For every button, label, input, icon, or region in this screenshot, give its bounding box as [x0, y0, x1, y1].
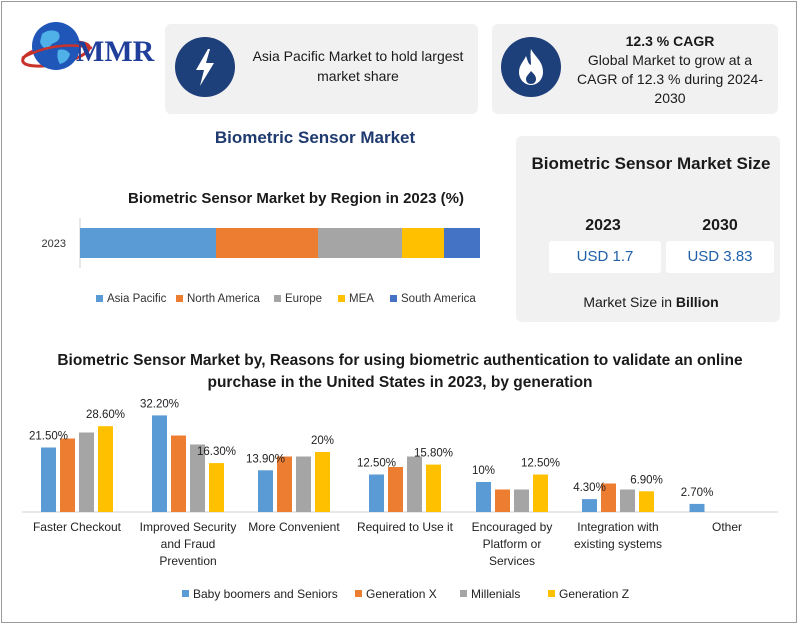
generation-data-label: 10%	[472, 465, 495, 477]
generation-data-label: 28.60%	[86, 409, 125, 421]
generation-data-label: 12.50%	[357, 458, 396, 470]
generation-bar	[689, 503, 705, 512]
generation-category-label: and Fraud	[161, 537, 216, 551]
generation-legend-swatch	[355, 590, 362, 597]
generation-bar	[190, 444, 205, 512]
region-legend-swatch	[176, 295, 183, 302]
market-size-card	[516, 136, 780, 322]
generation-category-label: Improved Security	[140, 520, 237, 534]
generation-chart-title: Biometric Sensor Market by, Reasons for …	[57, 352, 743, 391]
region-segment	[402, 228, 444, 258]
generation-bar	[426, 464, 441, 512]
generation-category-label: Other	[712, 520, 742, 534]
generation-data-label: 20%	[311, 435, 334, 447]
logo-text: MMR	[76, 35, 155, 68]
generation-bar	[60, 438, 75, 512]
flame-icon	[501, 37, 561, 97]
year-2023-label: 2023	[585, 217, 621, 234]
generation-category-label: existing systems	[574, 537, 662, 551]
generation-data-label: 16.30%	[197, 446, 236, 458]
generation-bar	[209, 463, 224, 512]
generation-bar	[495, 489, 510, 512]
region-segment	[444, 228, 480, 258]
generation-bar	[388, 467, 403, 512]
generation-category-label: Services	[489, 554, 535, 568]
generation-data-label: 2.70%	[681, 487, 714, 499]
generation-bar	[407, 456, 422, 512]
generation-data-label: 15.80%	[414, 448, 453, 460]
generation-bar	[582, 499, 597, 512]
generation-data-label: 6.90%	[630, 474, 663, 486]
region-legend-swatch	[390, 295, 397, 302]
generation-legend-label: Baby boomers and Seniors	[193, 587, 338, 601]
generation-legend-swatch	[548, 590, 555, 597]
region-legend-swatch	[96, 295, 103, 302]
generation-bar	[296, 456, 311, 512]
region-segment	[216, 228, 318, 258]
region-category-label: 2023	[42, 238, 66, 250]
value-2030: USD 3.83	[666, 241, 774, 273]
year-2030-label: 2030	[702, 217, 738, 234]
generation-bar	[639, 491, 654, 512]
globe-icon	[21, 22, 93, 70]
generation-legend-label: Generation X	[366, 587, 437, 601]
region-legend-swatch	[338, 295, 345, 302]
generation-bar	[41, 447, 56, 512]
generation-bar	[258, 470, 273, 512]
market-size-title: Biometric Sensor Market Size	[531, 154, 771, 173]
region-legend-swatch	[274, 295, 281, 302]
region-segment	[80, 228, 216, 258]
generation-bar	[601, 483, 616, 512]
generation-category-label: Faster Checkout	[33, 520, 122, 534]
generation-category-label: Encouraged by	[472, 520, 553, 534]
region-segment	[318, 228, 402, 258]
region-legend-label: Asia Pacific	[107, 293, 167, 305]
generation-bar	[277, 456, 292, 512]
generation-data-label: 4.30%	[573, 482, 606, 494]
generation-category-label: Integration with	[577, 520, 658, 534]
generation-bar	[79, 432, 94, 512]
generation-data-label: 21.50%	[29, 431, 68, 443]
region-legend-label: North America	[187, 293, 260, 305]
market-size-note-unit: Billion	[675, 294, 719, 310]
generation-bar	[315, 452, 330, 512]
generation-legend-label: Generation Z	[559, 587, 629, 601]
cagr-title: 12.3 % CAGR	[625, 33, 715, 49]
generation-data-label: 12.50%	[521, 458, 560, 470]
region-legend-label: MEA	[349, 293, 374, 305]
main-title: Biometric Sensor Market	[214, 128, 416, 147]
generation-bar	[514, 489, 529, 512]
lightning-icon	[175, 37, 235, 97]
market-size-note: Market Size in Billion	[520, 294, 782, 310]
generation-bar	[171, 435, 186, 512]
region-legend-label: Europe	[285, 293, 322, 305]
region-chart-title: Biometric Sensor Market by Region in 202…	[128, 190, 464, 207]
generation-bar	[369, 474, 384, 512]
region-legend-label: South America	[401, 293, 476, 305]
generation-bar	[152, 415, 167, 512]
generation-category-label: Prevention	[159, 554, 216, 568]
generation-bar	[476, 482, 491, 512]
generation-legend-swatch	[182, 590, 189, 597]
generation-data-label: 13.90%	[246, 453, 285, 465]
generation-category-label: Platform or	[483, 537, 542, 551]
market-size-note-prefix: Market Size in	[583, 294, 676, 310]
generation-legend-swatch	[460, 590, 467, 597]
region-chart: 2023 Asia Pacific North America Europe MEA So…	[42, 218, 480, 305]
generation-chart: Faster Checkout Improved Security and Frau…	[22, 398, 778, 601]
highlight-text-asia: Asia Pacific Market to hold largest mark…	[252, 48, 464, 84]
generation-legend-label: Millenials	[471, 587, 520, 601]
cagr-text: Global Market to grow at a CAGR of 12.3 …	[577, 52, 763, 106]
value-2023: USD 1.7	[549, 241, 661, 273]
generation-category-label: Required to Use it	[357, 520, 454, 534]
generation-bar	[533, 474, 548, 512]
generation-category-label: More Convenient	[248, 520, 340, 534]
generation-bar	[620, 489, 635, 512]
generation-data-label: 32.20%	[140, 398, 179, 410]
generation-bar	[98, 426, 113, 512]
